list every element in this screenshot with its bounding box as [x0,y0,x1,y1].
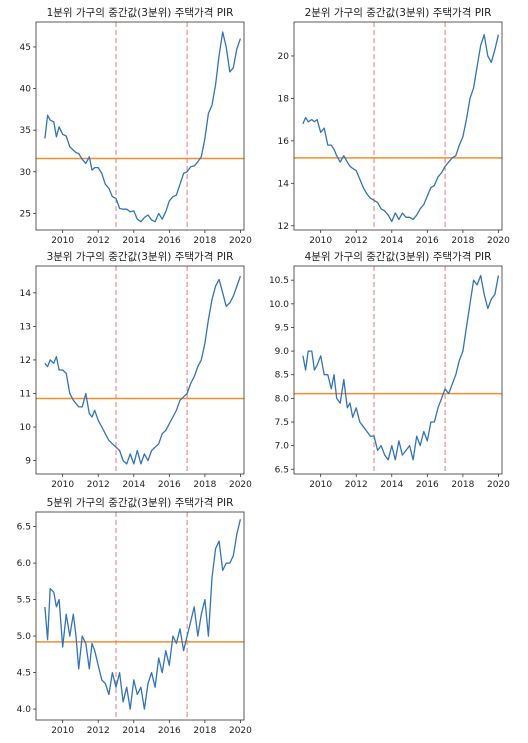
x-tick-label: 2014 [122,480,145,490]
y-tick-label: 12 [278,222,289,232]
x-tick-label: 2010 [309,236,332,246]
y-tick-label: 6.5 [17,523,31,533]
x-tick-label: 2014 [380,236,403,246]
x-tick-label: 2010 [309,480,332,490]
y-tick-label: 10 [20,423,32,433]
x-tick-label: 2012 [345,480,368,490]
y-tick-label: 14 [20,289,32,299]
y-tick-label: 13 [20,322,31,332]
x-tick-label: 2016 [416,236,439,246]
series-line-1 [302,34,500,223]
series-line-1 [44,275,242,465]
x-tick-label: 2014 [380,480,403,490]
plot-frame [35,511,245,721]
y-tick-label: 45 [20,43,31,53]
x-tick-label: 2012 [87,236,110,246]
y-tick-label: 6.0 [17,559,32,569]
x-tick-label: 2016 [158,726,181,736]
y-tick-label: 14 [278,179,290,189]
y-tick-label: 25 [20,209,31,219]
x-tick-label: 2018 [193,480,216,490]
x-tick-label: 2020 [229,480,252,490]
y-tick-label: 4.5 [17,669,31,679]
x-tick-label: 2014 [122,236,145,246]
y-tick-label: 4.0 [17,705,32,715]
plot-frame [35,265,245,475]
y-tick-label: 10.0 [269,300,289,310]
x-tick-label: 2010 [51,726,74,736]
x-tick-label: 2020 [229,726,252,736]
chart-title: 3분위 가구의 중간값(3분위) 주택가격 PIR [47,250,234,263]
plot-frame [35,21,245,231]
x-tick-label: 2016 [158,480,181,490]
x-tick-label: 2012 [87,480,110,490]
y-tick-label: 10.5 [269,276,289,286]
x-tick-label: 2014 [122,726,145,736]
x-tick-label: 2018 [193,236,216,246]
x-tick-label: 2020 [229,236,252,246]
y-tick-label: 5.5 [17,596,31,606]
y-tick-label: 18 [278,94,290,104]
y-tick-label: 9.5 [275,323,289,333]
y-tick-label: 11 [20,389,31,399]
series-line-1 [44,519,242,710]
chart-title: 2분위 가구의 중간값(3분위) 주택가격 PIR [305,6,492,19]
y-tick-label: 40 [20,85,32,95]
x-tick-label: 2018 [451,480,474,490]
y-tick-label: 7.0 [275,442,290,452]
plot-frame [293,265,503,475]
chart-title: 5분위 가구의 중간값(3분위) 주택가격 PIR [47,496,234,509]
x-tick-label: 2012 [87,726,110,736]
series-line-1 [44,31,242,223]
y-tick-label: 9 [25,457,31,467]
x-tick-label: 2016 [158,236,181,246]
y-tick-label: 30 [20,168,32,178]
y-tick-label: 7.5 [275,418,289,428]
y-tick-label: 6.5 [275,465,289,475]
x-tick-label: 2010 [51,236,74,246]
y-tick-label: 8.5 [275,371,289,381]
y-tick-label: 20 [278,52,290,62]
plot-frame [293,21,503,231]
chart-title: 1분위 가구의 중간값(3분위) 주택가격 PIR [47,6,234,19]
x-tick-label: 2010 [51,480,74,490]
x-tick-label: 2020 [487,480,510,490]
x-tick-label: 2018 [193,726,216,736]
x-tick-label: 2018 [451,236,474,246]
x-tick-label: 2020 [487,236,510,246]
chart-panel-3: 3분위 가구의 중간값(3분위) 주택가격 PIR 2010 2012 2014 201… [20,250,253,490]
series-line-1 [302,274,500,461]
y-tick-label: 16 [278,137,290,147]
y-tick-label: 12 [20,356,31,366]
x-tick-label: 2016 [416,480,439,490]
chart-panel-1: 1분위 가구의 중간값(3분위) 주택가격 PIR 2010 2012 2014 201… [20,6,253,246]
y-tick-label: 35 [20,126,31,136]
y-tick-label: 5.0 [17,632,32,642]
x-tick-label: 2012 [345,236,368,246]
chart-panel-4: 4분위 가구의 중간값(3분위) 주택가격 PIR 2010 2012 2014 201… [269,250,510,490]
y-tick-label: 9.0 [275,347,290,357]
chart-panel-5: 5분위 가구의 중간값(3분위) 주택가격 PIR 2010 2012 2014 201… [17,496,252,736]
chart-title: 4분위 가구의 중간값(3분위) 주택가격 PIR [305,250,492,263]
y-tick-label: 8.0 [275,394,290,404]
